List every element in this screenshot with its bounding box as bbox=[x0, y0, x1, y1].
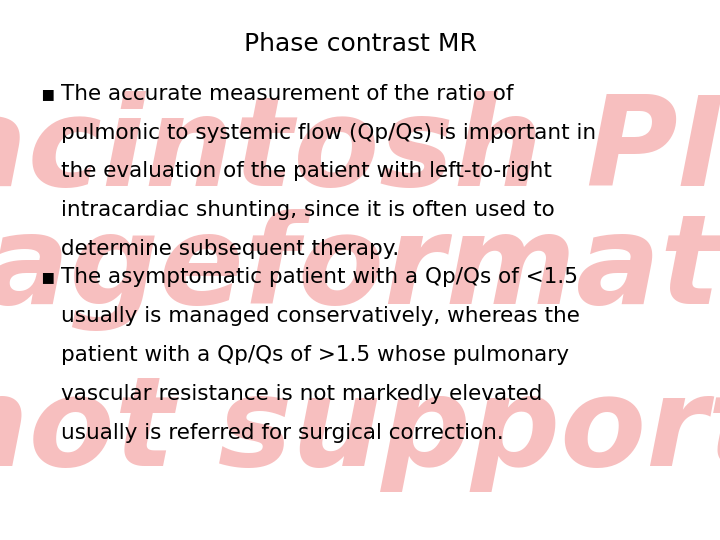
Text: the evaluation of the patient with left-to-right: the evaluation of the patient with left-… bbox=[61, 161, 552, 181]
Text: usually is referred for surgical correction.: usually is referred for surgical correct… bbox=[61, 423, 504, 443]
Text: vascular resistance is not markedly elevated: vascular resistance is not markedly elev… bbox=[61, 384, 543, 404]
Text: Macintosh PICT: Macintosh PICT bbox=[0, 91, 720, 212]
Text: intracardiac shunting, since it is often used to: intracardiac shunting, since it is often… bbox=[61, 200, 555, 220]
Text: determine subsequent therapy.: determine subsequent therapy. bbox=[61, 239, 400, 259]
Text: usually is managed conservatively, whereas the: usually is managed conservatively, where… bbox=[61, 306, 580, 326]
Text: The accurate measurement of the ratio of: The accurate measurement of the ratio of bbox=[61, 84, 513, 104]
Text: imageformat: imageformat bbox=[0, 209, 720, 331]
Text: The asymptomatic patient with a Qp/Qs of <1.5: The asymptomatic patient with a Qp/Qs of… bbox=[61, 267, 578, 287]
Text: ▪: ▪ bbox=[40, 84, 54, 104]
Text: ▪: ▪ bbox=[40, 267, 54, 287]
Text: pulmonic to systemic flow (Qp/Qs) is important in: pulmonic to systemic flow (Qp/Qs) is imp… bbox=[61, 123, 596, 143]
Text: is not supported: is not supported bbox=[0, 372, 720, 492]
Text: patient with a Qp/Qs of >1.5 whose pulmonary: patient with a Qp/Qs of >1.5 whose pulmo… bbox=[61, 345, 570, 365]
Text: Phase contrast MR: Phase contrast MR bbox=[243, 32, 477, 56]
